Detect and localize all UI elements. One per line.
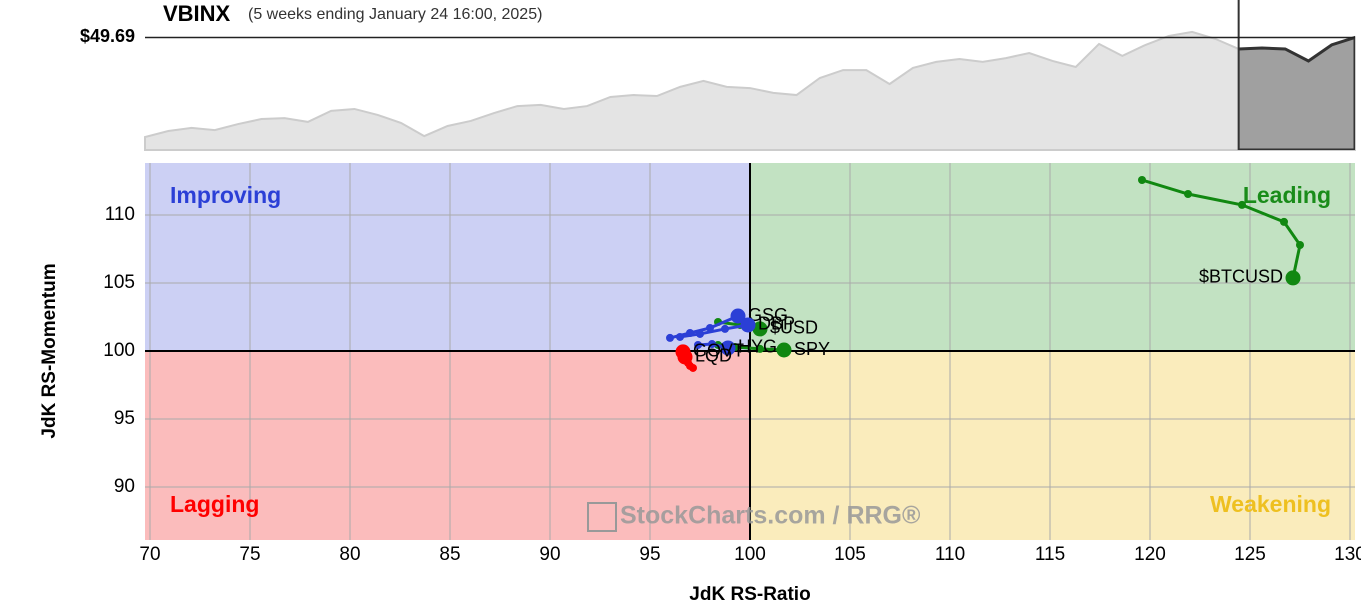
x-tick-label: 85 [439,544,460,565]
x-tick-label: 115 [1035,544,1065,565]
x-tick-label: 95 [639,544,660,565]
y-tick-label: 95 [114,408,135,429]
tail-point [689,363,697,372]
quadrant-label: Lagging [170,491,259,517]
tail-point [1138,176,1146,185]
series-label: $USD [770,318,818,338]
x-tick-label: 90 [539,544,560,565]
series-label: HYG [738,337,777,357]
x-tick-label: 75 [239,544,260,565]
head-point [752,321,768,337]
y-tick-label: 110 [105,204,135,225]
x-tick-label: 125 [1234,544,1266,565]
y-tick-label: 100 [103,340,135,361]
tail-point [666,333,674,342]
quadrant [750,350,1355,540]
tail-point [706,323,714,332]
x-tick-label: 70 [139,544,160,565]
tail-point [1238,200,1246,209]
tail-point [1184,190,1192,199]
watermark: StockCharts.com / RRG® [620,502,921,530]
series-label: GOVT [693,341,744,361]
head-point [730,308,746,324]
x-tick-label: 110 [935,544,965,565]
price-area [144,30,1356,151]
series-label: LQD [695,346,732,366]
tail-point [1296,241,1304,250]
x-tick-label: 130 [1334,544,1361,565]
series-label: GSG [748,305,788,325]
quadrant-label: Leading [1243,182,1331,208]
x-tick-label: 120 [1134,544,1166,565]
tail-line [1141,178,1302,279]
y-tick-label: 105 [103,272,135,293]
x-axis-title: JdK RS-Ratio [689,584,810,605]
chart-subtitle: (5 weeks ending January 24 16:00, 2025) [248,6,542,23]
series-label: DBP [758,314,795,334]
quadrant [750,163,1355,351]
head-point [776,342,792,358]
tail-point [756,344,764,353]
tail-point [696,329,704,338]
series-label: $BTCUSD [1199,267,1283,287]
chart-title: VBINX [163,1,231,26]
quadrant-label: Improving [170,182,281,208]
tail-point [676,332,684,341]
head-point [720,340,736,356]
y-tick-label: 90 [114,476,135,497]
watermark-logo [587,502,617,532]
series-label: SPY [794,339,830,359]
x-tick-label: 80 [339,544,360,565]
y-axis-title: JdK RS-Momentum [39,263,60,438]
tail-point [1280,217,1288,226]
tail-point [708,340,716,349]
head-point [740,317,756,333]
tail-point [721,324,729,333]
head-point [1285,270,1301,286]
quadrant [145,350,750,540]
x-tick-label: 100 [734,544,766,565]
price-area-highlight [1238,35,1355,150]
quadrant-label: Weakening [1210,491,1331,517]
price-label: $49.69 [80,26,135,46]
x-tick-label: 105 [834,544,866,565]
quadrant [145,163,750,351]
head-point [677,349,693,365]
tail-line [679,323,749,339]
tail-point [694,340,702,349]
